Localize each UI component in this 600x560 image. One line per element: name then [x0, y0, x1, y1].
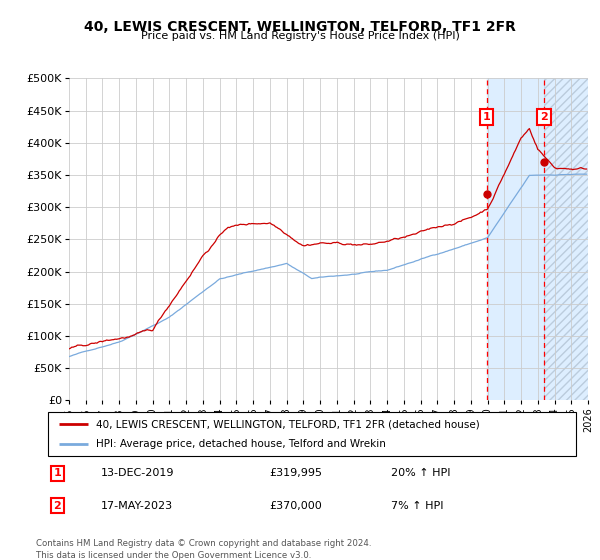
- Text: Contains HM Land Registry data © Crown copyright and database right 2024.
This d: Contains HM Land Registry data © Crown c…: [36, 539, 371, 559]
- Text: 40, LEWIS CRESCENT, WELLINGTON, TELFORD, TF1 2FR (detached house): 40, LEWIS CRESCENT, WELLINGTON, TELFORD,…: [95, 419, 479, 429]
- Bar: [544, 78, 588, 400]
- Text: HPI: Average price, detached house, Telford and Wrekin: HPI: Average price, detached house, Telf…: [95, 439, 385, 449]
- Text: 20% ↑ HPI: 20% ↑ HPI: [391, 468, 451, 478]
- Text: 2: 2: [540, 112, 548, 122]
- Text: 1: 1: [53, 468, 61, 478]
- Text: £370,000: £370,000: [270, 501, 323, 511]
- Bar: [487, 78, 544, 400]
- Text: 1: 1: [483, 112, 491, 122]
- Text: 2: 2: [53, 501, 61, 511]
- Bar: [544, 78, 588, 400]
- Text: 40, LEWIS CRESCENT, WELLINGTON, TELFORD, TF1 2FR: 40, LEWIS CRESCENT, WELLINGTON, TELFORD,…: [84, 20, 516, 34]
- Text: 13-DEC-2019: 13-DEC-2019: [101, 468, 175, 478]
- Text: Price paid vs. HM Land Registry's House Price Index (HPI): Price paid vs. HM Land Registry's House …: [140, 31, 460, 41]
- Text: 7% ↑ HPI: 7% ↑ HPI: [391, 501, 444, 511]
- Text: 17-MAY-2023: 17-MAY-2023: [101, 501, 173, 511]
- Text: £319,995: £319,995: [270, 468, 323, 478]
